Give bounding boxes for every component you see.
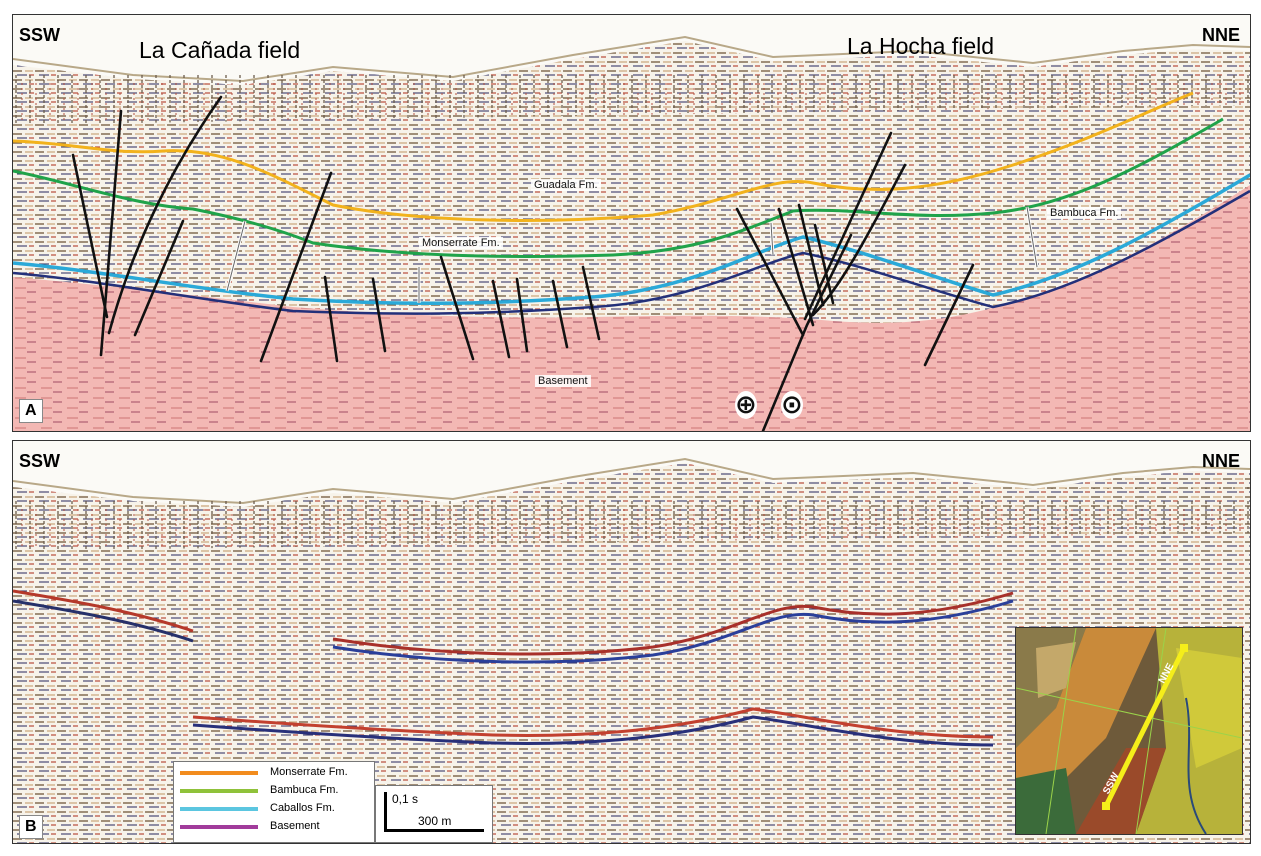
legend-label: Basement (270, 820, 320, 832)
legend-swatch (180, 789, 258, 793)
inset-map: NNE SSW (1015, 627, 1243, 835)
panel-label-a: A (19, 399, 43, 423)
horizon-cyan (13, 173, 1250, 306)
legend-swatch (180, 807, 258, 811)
scale-vertical-bar (384, 792, 387, 832)
basement-fill (13, 185, 1250, 431)
seismic-section-a: SSW NNE La Cañada field La Hocha field G… (12, 14, 1251, 432)
label-guadala: Guadala Fm. (531, 179, 601, 191)
direction-left-a: SSW (19, 25, 61, 45)
direction-right-b: NNE (1201, 451, 1240, 471)
direction-right-a: NNE (1201, 25, 1240, 45)
into-page-icon: ⊕ (735, 390, 757, 420)
field-label-left: La Cañada field (139, 37, 301, 63)
field-label-right: La Hocha field (847, 33, 995, 59)
inset-map-canvas (1016, 628, 1242, 834)
legend: Monserrate Fm. Bambuca Fm. Caballos Fm. … (173, 761, 375, 843)
direction-left-b: SSW (19, 451, 61, 471)
legend-label: Monserrate Fm. (270, 766, 348, 778)
scale-bar: 0,1 s 300 m (375, 785, 493, 843)
legend-swatch (180, 771, 258, 775)
scale-time-label: 0,1 s (392, 792, 419, 806)
scale-horizontal-bar (384, 829, 484, 832)
out-of-page-icon: ⊙ (781, 390, 803, 420)
panel-label-b: B (19, 815, 43, 839)
legend-swatch (180, 825, 258, 829)
seismic-a-canvas (13, 35, 1250, 431)
horizon-green (13, 117, 1224, 258)
fault-lines (71, 95, 975, 431)
shallow-band (13, 65, 1250, 125)
inset-section-line (1103, 646, 1187, 808)
legend-label: Bambuca Fm. (270, 784, 339, 796)
label-bambuca: Bambuca Fm. (1047, 207, 1122, 219)
horizon-orange (13, 91, 1194, 222)
label-basement: Basement (535, 375, 591, 387)
seismic-section-b: SSW NNE Monserrate Fm. Bambuca Fm. Cabal… (12, 440, 1251, 844)
seismic-b-canvas (13, 457, 1250, 843)
label-monserrate: Monserrate Fm. (419, 237, 503, 249)
seismic-body-b (13, 463, 1250, 843)
horizon-blue (13, 189, 1250, 315)
reflectors-b (13, 589, 1014, 747)
shallow-band-b (13, 487, 1250, 551)
scale-distance-label: 300 m (418, 814, 452, 828)
legend-label: Caballos Fm. (270, 802, 335, 814)
